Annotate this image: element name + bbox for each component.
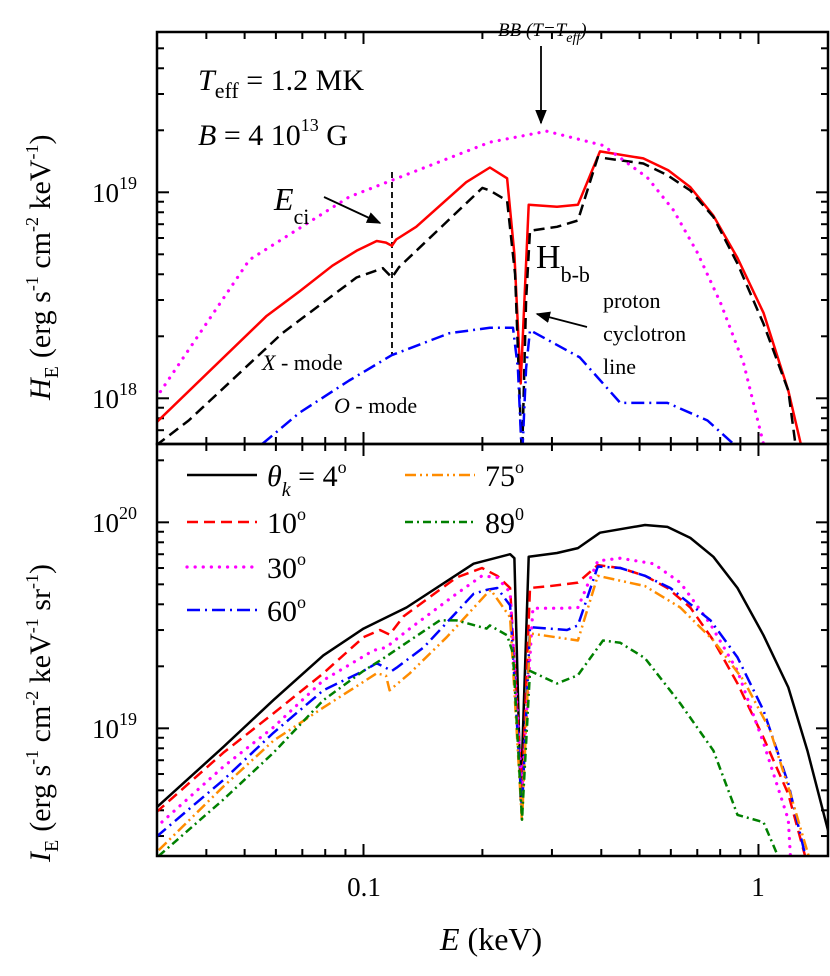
legend-label: 60o — [267, 592, 306, 628]
series-line-bottom-2 — [157, 556, 792, 856]
legend-item: 30o — [185, 549, 306, 585]
series-line-top-0 — [157, 150, 803, 444]
top-panel-series — [157, 129, 803, 444]
legend-item: 60o — [187, 592, 306, 628]
top-y-axis-label: HE(erg s-1 cm-2 keV-1) — [22, 135, 63, 401]
bottom-panel-series — [157, 523, 828, 856]
legend-label: 75o — [485, 457, 524, 493]
xmode-label: X - mode — [261, 350, 343, 375]
eci-label: Eci — [273, 181, 309, 229]
omode-label: O - mode — [334, 393, 417, 418]
top-panel: Teff = 1.2 MK B = 4 1013 G Eci BB (T=Tef… — [22, 20, 830, 446]
eci-arrow-icon — [323, 196, 382, 224]
x-axis-label: E (keV) — [439, 921, 542, 957]
proton-arrow-icon — [535, 311, 588, 328]
bottom-ytick-label-1e19: 1019 — [92, 709, 137, 744]
xtick-label-1: 1 — [751, 872, 765, 902]
legend-label: 890 — [485, 504, 524, 540]
series-line-bottom-1 — [157, 563, 807, 856]
bottom-ytick-label-1e20: 1020 — [92, 503, 137, 538]
legend-label: θk = 4o — [267, 457, 347, 501]
series-line-bottom-3 — [157, 565, 807, 856]
teff-annotation: Teff = 1.2 MK — [198, 64, 364, 103]
series-line-bottom-0 — [157, 523, 828, 831]
legend-item: 890 — [405, 504, 524, 540]
legend-item: 75o — [405, 457, 524, 493]
legend-item: θk = 4o — [187, 457, 347, 501]
legend-label: 30o — [267, 549, 306, 585]
proton-cyclotron-label: proton cyclotron line — [603, 288, 692, 379]
bottom-y-axis-label: IE(erg s-1 cm-2 keV-1 sr-1) — [22, 564, 63, 863]
xtick-label-0.1: 0.1 — [347, 872, 381, 902]
legend-label: 10o — [267, 504, 306, 540]
bottom-panel-frame — [155, 442, 830, 858]
legend-item: 10o — [187, 504, 306, 540]
bfield-annotation: B = 4 1013 G — [198, 115, 348, 152]
top-ytick-label-1e19: 1019 — [92, 173, 137, 208]
bottom-panel-ticks — [156, 444, 828, 856]
top-ytick-label-1e18: 1018 — [92, 379, 137, 414]
hbb-label: Hb-b — [536, 239, 590, 287]
series-line-top-3 — [261, 326, 735, 444]
series-line-top-1 — [157, 155, 797, 444]
series-line-bottom-5 — [157, 619, 780, 856]
bb-label: BB (T=Teff) — [498, 20, 587, 46]
